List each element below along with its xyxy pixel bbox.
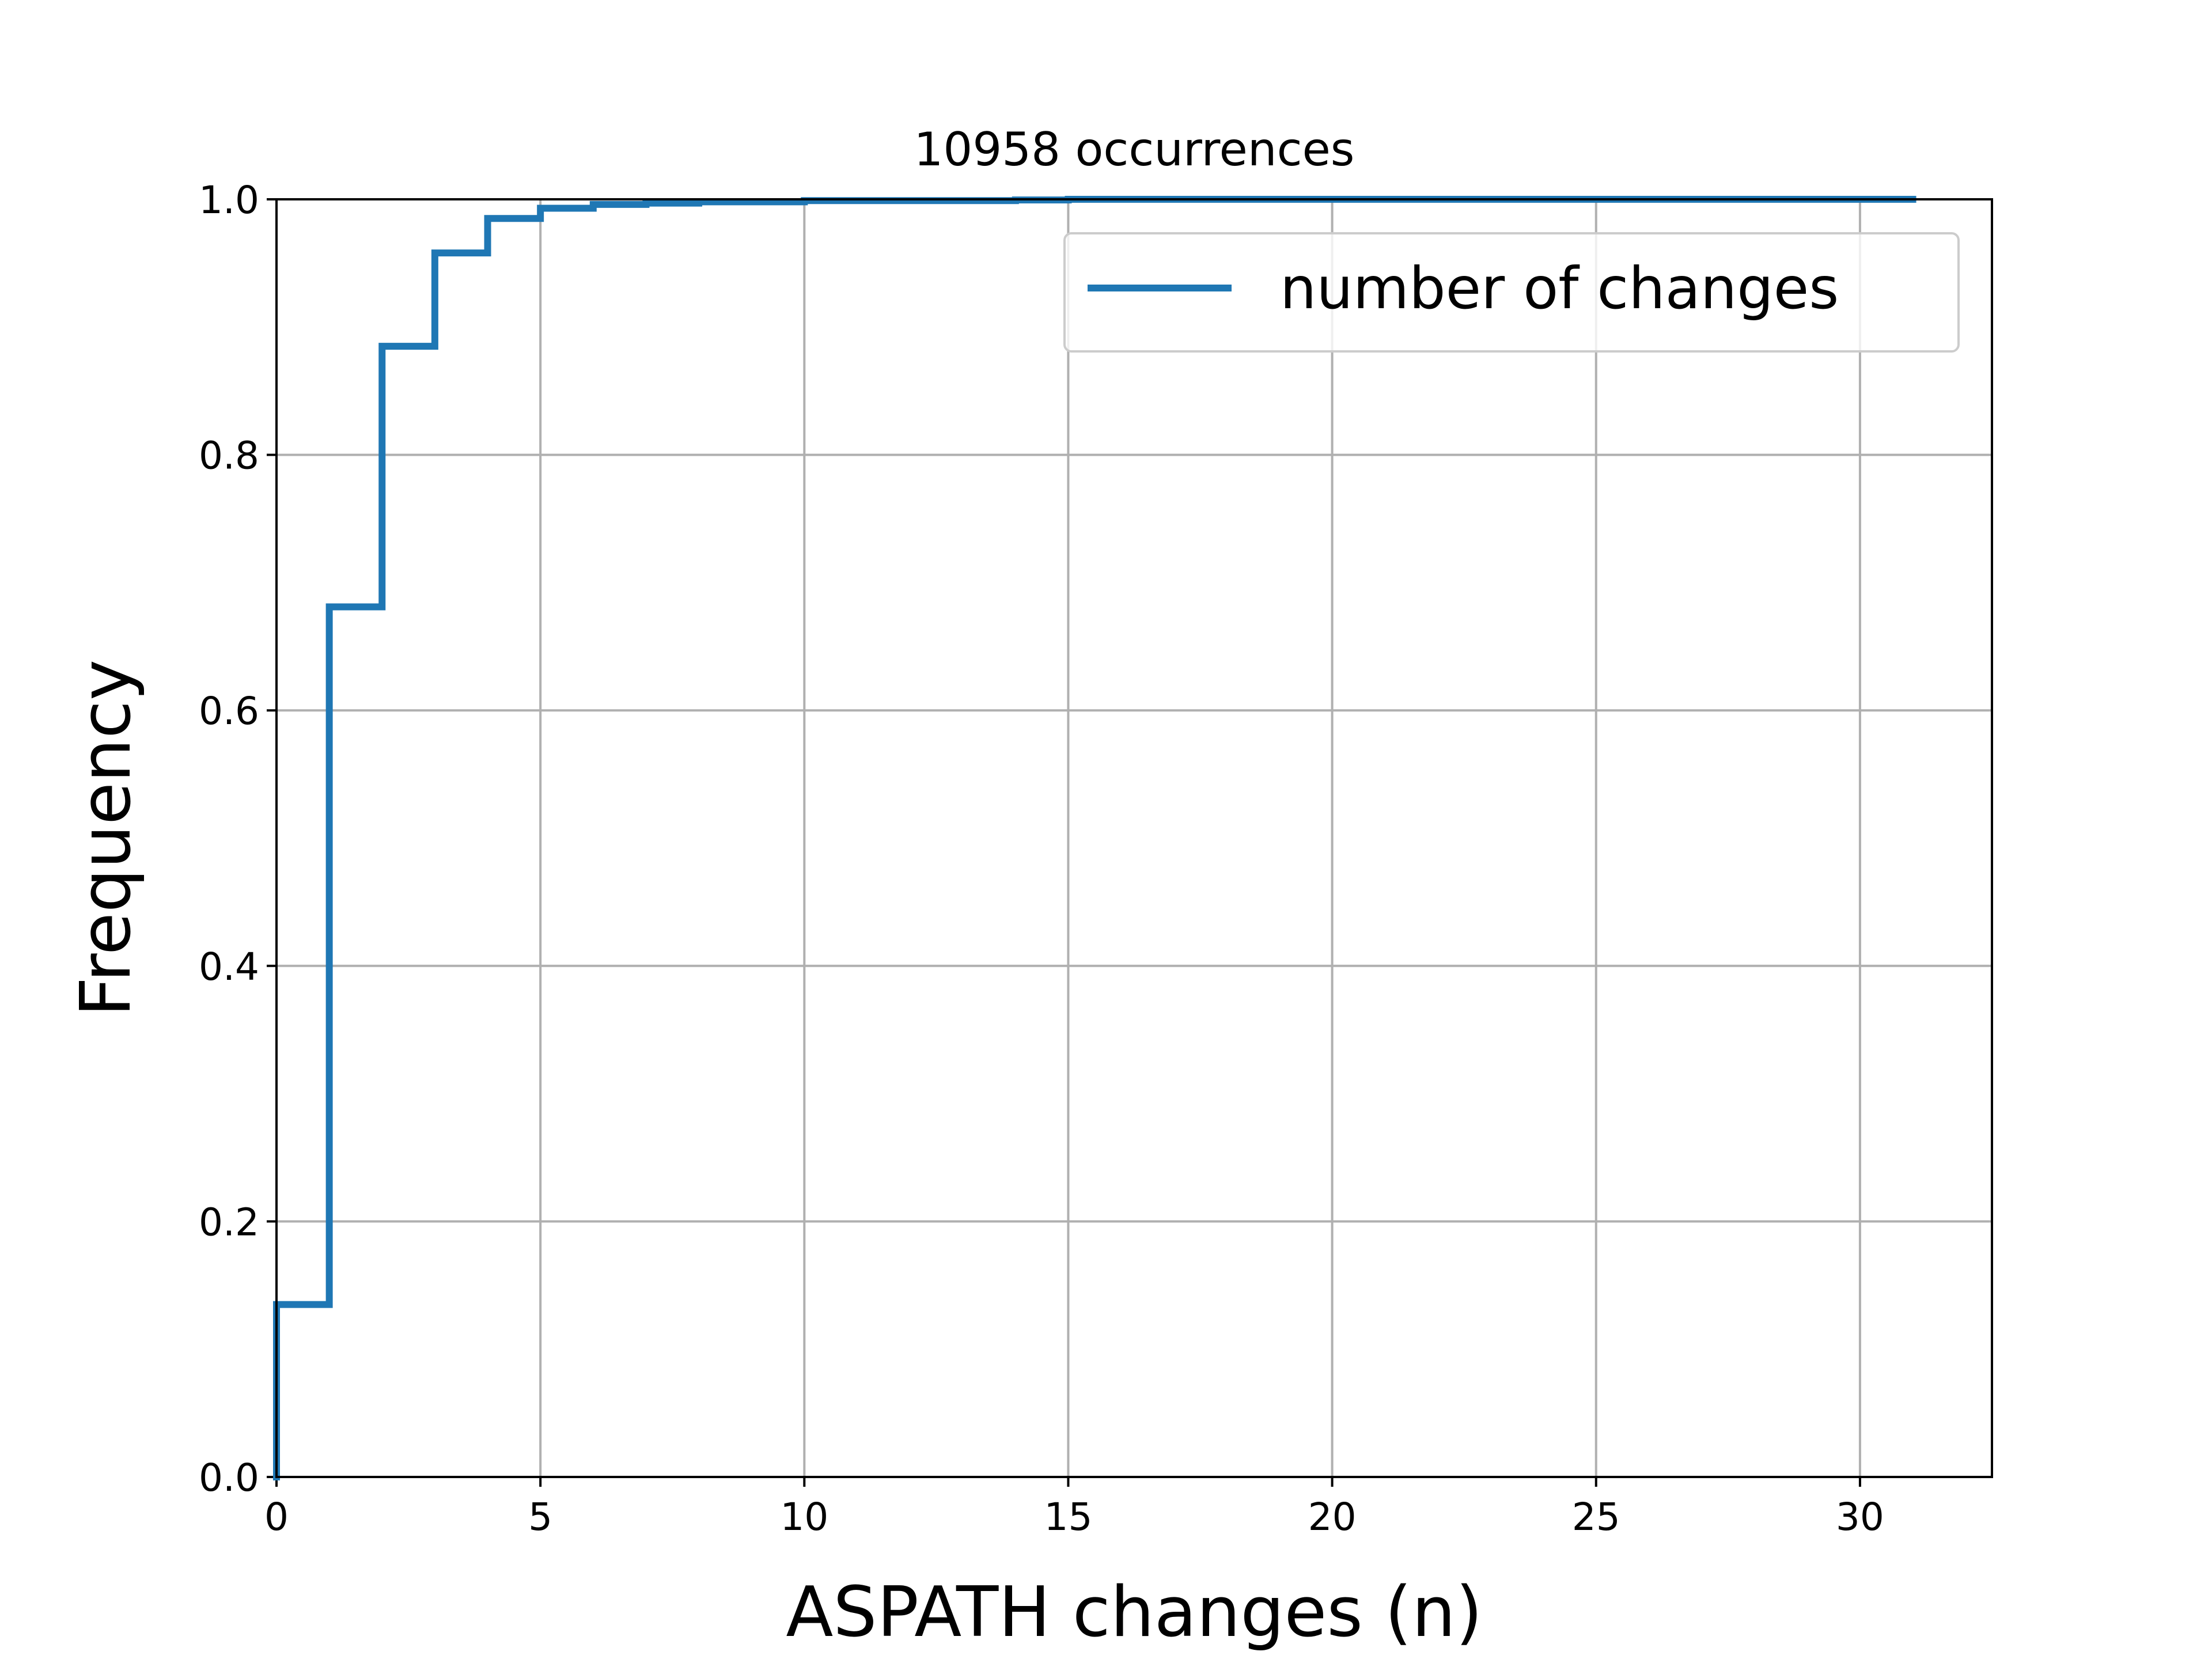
y-tick-label: 0.4 bbox=[199, 945, 259, 989]
x-tick-label: 5 bbox=[528, 1495, 552, 1539]
series-line-number-of-changes bbox=[273, 196, 1916, 1480]
x-axis-title: ASPATH changes (n) bbox=[786, 1573, 1482, 1653]
y-tick-label: 1.0 bbox=[199, 178, 259, 222]
legend-box bbox=[1063, 232, 1960, 353]
chart-title: 10958 occurrences bbox=[914, 123, 1355, 176]
axis-ticks: 0 5 10 15 20 25 30 0.0 0.2 0.4 0.6 0.8 1.0 bbox=[199, 178, 1884, 1539]
legend-label-number-of-changes: number of changes bbox=[1280, 255, 1839, 322]
y-tick-label: 0.6 bbox=[199, 689, 259, 733]
x-tick-label: 15 bbox=[1044, 1495, 1092, 1539]
y-tick-label: 0.8 bbox=[199, 434, 259, 478]
plot-area-frame bbox=[275, 198, 1993, 1478]
y-axis-title: Frequency bbox=[66, 660, 146, 1017]
legend: number of changes bbox=[1063, 232, 1960, 353]
x-tick-label: 20 bbox=[1308, 1495, 1357, 1539]
x-tick-label: 10 bbox=[780, 1495, 828, 1539]
y-tick-label: 0.0 bbox=[199, 1456, 259, 1500]
x-tick-label: 30 bbox=[1836, 1495, 1884, 1539]
y-tick-label: 0.2 bbox=[199, 1200, 259, 1244]
series-layer bbox=[273, 196, 1916, 1480]
x-tick-label: 0 bbox=[264, 1495, 289, 1539]
x-tick-label: 25 bbox=[1572, 1495, 1620, 1539]
